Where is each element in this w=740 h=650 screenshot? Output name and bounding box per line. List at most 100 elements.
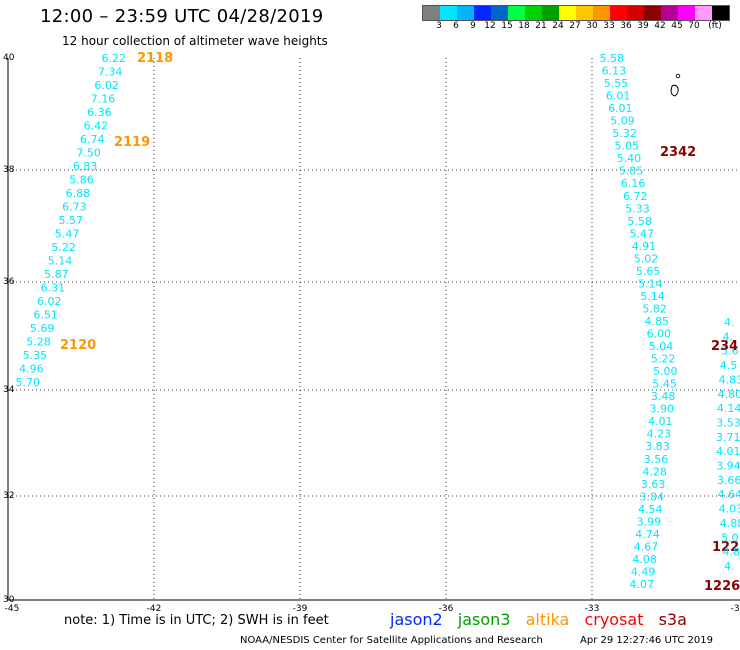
color-swatch	[525, 6, 542, 20]
color-scale-label: 27	[569, 21, 581, 31]
color-swatch	[610, 6, 627, 20]
legend-altika: altika	[525, 610, 570, 629]
footer-note: note: 1) Time is in UTC; 2) SWH is in fe…	[64, 613, 329, 628]
color-scale-label: 45	[671, 21, 683, 31]
left-track-wave-height: 6.83	[73, 160, 98, 173]
mid-track-wave-height: 4.85	[645, 315, 670, 328]
mid-track-wave-height: 6.72	[623, 190, 648, 203]
left-track-wave-height: 5.87	[44, 268, 69, 281]
y-axis-tick-label: 32	[3, 491, 14, 501]
left-track-wave-height: 6.02	[37, 295, 62, 308]
legend-jason3: jason3	[457, 610, 511, 629]
mid-track-wave-height: 6.16	[621, 177, 646, 190]
color-swatch	[661, 6, 678, 20]
mid-track-wave-height: 4.74	[635, 528, 660, 541]
left-track-wave-height: 5.70	[16, 376, 41, 389]
mid-track-time: 1225	[712, 540, 740, 555]
color-swatch	[508, 6, 525, 20]
track-labels: 6.227.346.027.166.366.426.747.506.835.86…	[16, 51, 740, 594]
mid-track-wave-height: 3.99	[637, 515, 662, 528]
color-scale-label: 12	[484, 21, 496, 31]
left-track-wave-height: 5.22	[51, 241, 76, 254]
mid-track-wave-height: 4.01	[648, 415, 673, 428]
x-axis-tick-label: -30	[731, 604, 740, 614]
color-scale-label: 33	[603, 21, 615, 31]
color-swatch	[542, 6, 559, 20]
left-track-wave-height: 6.02	[94, 79, 119, 92]
edge-track-wave-height: 4.	[724, 560, 735, 573]
mid-track-wave-height: 5.00	[653, 365, 678, 378]
color-scale-label: 3	[436, 21, 442, 31]
mid-track-wave-height: 5.58	[600, 52, 625, 65]
left-track-wave-height: 5.28	[26, 336, 51, 349]
color-swatch	[593, 6, 610, 20]
left-track-wave-height: 7.50	[76, 147, 101, 160]
color-scale-label: 39	[637, 21, 649, 31]
mid-track-wave-height: 6.00	[647, 328, 672, 341]
mid-track-time: 1226	[704, 579, 740, 594]
color-scale-label: 42	[654, 21, 666, 31]
left-track-time: 2119	[114, 135, 150, 150]
edge-track-wave-height: 3.71	[716, 431, 740, 444]
left-track-wave-height: 5.14	[48, 255, 73, 268]
color-scale-label: (ft)	[708, 21, 722, 31]
island-dot	[675, 73, 681, 79]
x-axis-tick-label: -39	[293, 604, 308, 614]
left-track-wave-height: 6.22	[102, 52, 127, 65]
mid-track-wave-height: 4.91	[632, 240, 657, 253]
mid-track-wave-height: 5.33	[625, 202, 650, 215]
left-track-wave-height: 7.34	[98, 66, 123, 79]
mid-track-wave-height: 5.05	[615, 140, 640, 153]
color-swatch	[712, 6, 729, 20]
axis-labels: -45 -42 -39 -36 -33 -30 40 38 36 34 32 30	[3, 53, 740, 614]
satellite-legend: jason2 jason3 altika cryosat s3a	[390, 610, 697, 629]
color-scale-label: 15	[501, 21, 513, 31]
legend-cryosat: cryosat	[584, 610, 644, 629]
edge-track-wave-height: 5.6	[721, 345, 739, 358]
coastline	[670, 73, 681, 97]
edge-track-wave-height: 4.8	[723, 546, 740, 559]
edge-track-wave-height: 3.66	[717, 474, 740, 487]
mid-track-wave-height: 5.14	[640, 290, 665, 303]
mid-track-wave-height: 5.02	[634, 252, 659, 265]
x-axis-tick-label: -42	[147, 604, 162, 614]
edge-track-wave-height: 4.01	[716, 445, 740, 458]
left-track-time: 2118	[137, 51, 173, 66]
left-track-wave-height: 6.42	[84, 120, 109, 133]
color-swatch	[423, 6, 440, 20]
left-track-wave-height: 6.74	[80, 133, 105, 146]
mid-track-wave-height: 4.49	[631, 565, 656, 578]
mid-track-wave-height: 5.47	[630, 227, 655, 240]
color-swatch	[491, 6, 508, 20]
edge-track-wave-height: 4.03	[719, 503, 740, 516]
edge-track-wave-height: 4.64	[718, 488, 740, 501]
color-swatch	[678, 6, 695, 20]
edge-track-wave-height: 4.14	[717, 402, 740, 415]
page-subtitle: 12 hour collection of altimeter wave hei…	[62, 34, 328, 48]
color-swatch	[440, 6, 457, 20]
color-scale-label: 18	[518, 21, 530, 31]
mid-track-wave-height: 3.56	[644, 453, 669, 466]
edge-track-wave-height: 5.0	[721, 531, 739, 544]
color-scale-label: 24	[552, 21, 564, 31]
mid-track-wave-height: 5.14	[638, 277, 663, 290]
mid-track-wave-height: 4.07	[630, 578, 655, 591]
left-track-time: 2120	[60, 338, 96, 353]
mid-track-wave-height: 6.13	[602, 65, 627, 78]
mid-track-wave-height: 5.82	[642, 302, 667, 315]
y-axis-tick-label: 34	[3, 385, 15, 395]
left-track-wave-height: 6.36	[87, 106, 112, 119]
color-swatch	[576, 6, 593, 20]
mid-track-wave-height: 3.83	[645, 440, 670, 453]
mid-track-wave-height: 4.67	[634, 540, 659, 553]
mid-track-wave-height: 3.84	[640, 490, 665, 503]
mid-track-wave-height: 5.09	[610, 115, 635, 128]
footer-credit: NOAA/NESDIS Center for Satellite Applica…	[240, 635, 543, 646]
mid-track-wave-height: 3.90	[650, 403, 675, 416]
left-track-wave-height: 5.69	[30, 322, 55, 335]
edge-track-wave-height: 4.5	[720, 359, 738, 372]
mid-track-wave-height: 5.85	[619, 165, 644, 178]
mid-track-wave-height: 5.22	[651, 353, 676, 366]
color-scale-label: 9	[470, 21, 476, 31]
